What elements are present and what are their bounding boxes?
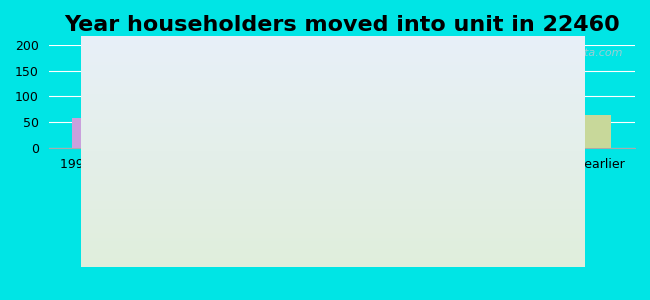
Bar bbox=[389, 134, 422, 148]
Bar bbox=[484, 138, 517, 148]
Title: Year householders moved into unit in 22460: Year householders moved into unit in 224… bbox=[64, 15, 619, 35]
Bar bbox=[294, 130, 328, 148]
Bar bbox=[200, 134, 233, 148]
Bar bbox=[545, 80, 578, 148]
Bar bbox=[450, 100, 484, 148]
Bar bbox=[105, 142, 138, 148]
Bar bbox=[72, 118, 105, 148]
Text: City-Data.com: City-Data.com bbox=[544, 48, 623, 58]
Bar bbox=[578, 116, 612, 148]
Bar bbox=[261, 115, 294, 148]
Legend: White Non-Hispanic, Black: White Non-Hispanic, Black bbox=[196, 169, 488, 194]
Bar bbox=[167, 68, 200, 148]
Bar bbox=[356, 103, 389, 148]
